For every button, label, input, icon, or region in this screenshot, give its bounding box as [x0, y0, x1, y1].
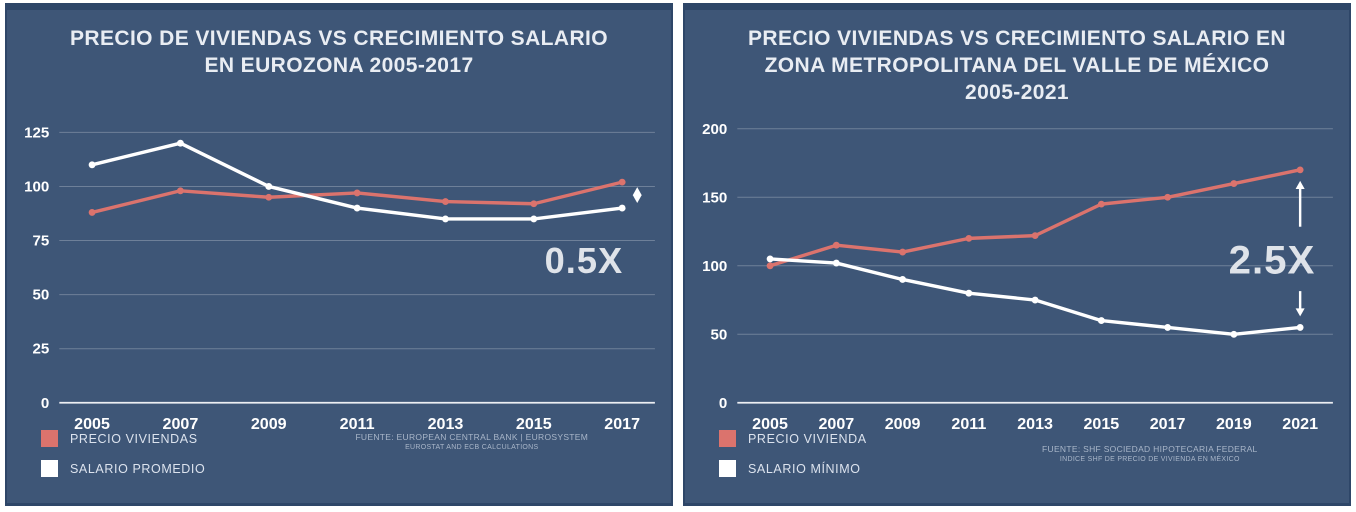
svg-text:50: 50: [32, 287, 49, 304]
mexico-line-chart: 0 50 100 150 200 2005 2007 2009 2011 2013 2015 2017…: [702, 121, 1333, 433]
source-line-1: FUENTE: SHF SOCIEDAD HIPOTECARIA FEDERAL: [1042, 444, 1258, 454]
svg-text:2017: 2017: [604, 415, 640, 433]
svg-text:25: 25: [32, 341, 49, 358]
mexico-chart-panel: PRECIO VIVIENDAS VS CRECIMIENTO SALARIO …: [683, 3, 1351, 506]
eurozone-chart-title: PRECIO DE VIVIENDAS VS CRECIMIENTO SALAR…: [70, 27, 608, 77]
precio-vivienda-swatch: [719, 430, 736, 447]
svg-text:125: 125: [24, 124, 49, 141]
svg-text:2017: 2017: [1150, 415, 1186, 433]
svg-text:2011: 2011: [340, 415, 375, 433]
mexico-source-citation: FUENTE: SHF SOCIEDAD HIPOTECARIA FEDERAL…: [990, 444, 1309, 463]
precio-viviendas-swatch: [41, 430, 58, 447]
svg-text:100: 100: [24, 178, 49, 195]
svg-text:200: 200: [702, 121, 727, 138]
legend-item-precio-viviendas: PRECIO VIVIENDAS: [41, 430, 205, 447]
legend-item-salario-minimo: SALARIO MÍNIMO: [719, 460, 867, 477]
svg-text:2007: 2007: [818, 415, 854, 433]
svg-text:2005: 2005: [74, 415, 110, 433]
eurozone-legend: PRECIO VIVIENDAS SALARIO PROMEDIO: [41, 430, 205, 477]
svg-text:2005: 2005: [752, 415, 788, 433]
svg-text:2009: 2009: [885, 415, 921, 433]
svg-text:0: 0: [719, 395, 727, 412]
eurozone-line-chart: 0 25 50 75 100 125 2005 2007 2009 2011 2013 2015 201…: [24, 124, 655, 433]
mexico-chart-title: PRECIO VIVIENDAS VS CRECIMIENTO SALARIO …: [748, 27, 1286, 104]
salario-minimo-swatch: [719, 460, 736, 477]
svg-text:2013: 2013: [428, 415, 464, 433]
svg-text:2013: 2013: [1017, 415, 1053, 433]
svg-text:2007: 2007: [163, 415, 199, 433]
salario-promedio-swatch: [41, 460, 58, 477]
mexico-legend: PRECIO VIVIENDA SALARIO MÍNIMO: [719, 430, 867, 477]
svg-text:50: 50: [710, 326, 727, 343]
svg-text:2015: 2015: [516, 415, 552, 433]
svg-text:2.5X: 2.5X: [1229, 237, 1316, 282]
svg-text:2009: 2009: [251, 415, 287, 433]
svg-text:2015: 2015: [1083, 415, 1119, 433]
precio-vivienda-label: PRECIO VIVIENDA: [748, 431, 867, 446]
eurozone-source-citation: FUENTE: EUROPEAN CENTRAL BANK | EUROSYST…: [312, 432, 631, 451]
svg-text:0: 0: [41, 395, 49, 412]
precio-viviendas-label: PRECIO VIVIENDAS: [70, 431, 198, 446]
svg-text:75: 75: [32, 233, 49, 250]
source-line-2: EUROSTAT AND ECB CALCULATIONS: [405, 444, 539, 451]
svg-text:2021: 2021: [1282, 415, 1318, 433]
legend-item-salario-promedio: SALARIO PROMEDIO: [41, 460, 205, 477]
salario-promedio-label: SALARIO PROMEDIO: [70, 461, 206, 476]
eurozone-chart-panel: PRECIO DE VIVIENDAS VS CRECIMIENTO SALAR…: [5, 3, 673, 506]
source-line-1: FUENTE: EUROPEAN CENTRAL BANK | EUROSYST…: [355, 432, 589, 442]
svg-text:2019: 2019: [1216, 415, 1252, 433]
source-line-2: INDICE SHF DE PRECIO DE VIVIENDA EN MÉXI…: [1059, 456, 1240, 463]
legend-item-precio-vivienda: PRECIO VIVIENDA: [719, 430, 867, 447]
svg-text:0.5X: 0.5X: [545, 240, 623, 281]
svg-text:150: 150: [702, 189, 727, 206]
svg-text:100: 100: [702, 258, 727, 275]
svg-text:2011: 2011: [951, 415, 986, 433]
salario-minimo-label: SALARIO MÍNIMO: [748, 461, 861, 476]
